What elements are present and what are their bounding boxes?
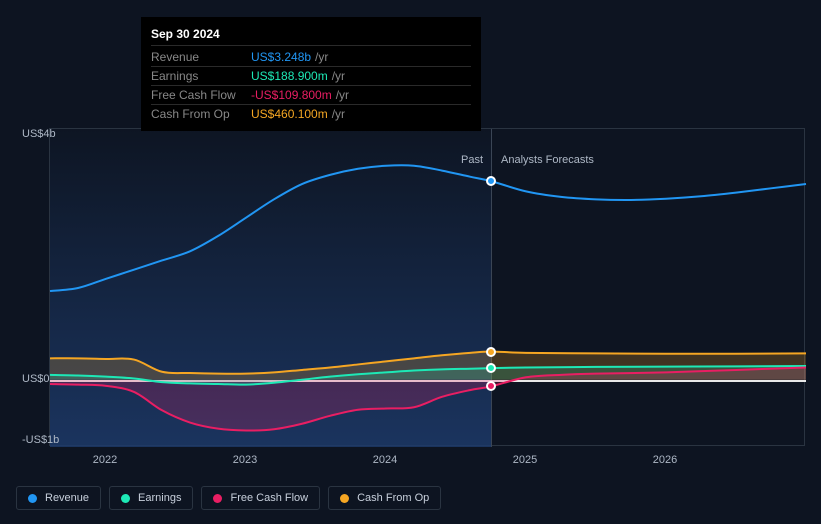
tooltip-row: Cash From OpUS$460.100m/yr: [151, 105, 471, 123]
marker-dot-revenue: [486, 176, 496, 186]
tooltip-date: Sep 30 2024: [151, 23, 471, 46]
marker-dot-earnings: [486, 363, 496, 373]
tooltip-key: Revenue: [151, 50, 251, 64]
x-axis-label: 2022: [93, 454, 117, 466]
tooltip-unit: /yr: [336, 88, 349, 102]
chart-tooltip: Sep 30 2024 RevenueUS$3.248b/yrEarningsU…: [141, 17, 481, 131]
legend-item-revenue[interactable]: Revenue: [16, 486, 101, 510]
tooltip-value: US$3.248b: [251, 50, 311, 64]
legend-item-cash_from_op[interactable]: Cash From Op: [328, 486, 441, 510]
plot-area[interactable]: Past Analysts Forecasts: [49, 128, 805, 446]
tooltip-value: US$460.100m: [251, 107, 328, 121]
x-axis-label: 2026: [653, 454, 677, 466]
legend-label: Revenue: [45, 492, 89, 504]
legend-item-earnings[interactable]: Earnings: [109, 486, 193, 510]
earnings-revenue-chart: Past Analysts Forecasts: [16, 128, 805, 446]
legend-label: Free Cash Flow: [230, 492, 308, 504]
legend-dot: [213, 494, 222, 503]
tooltip-key: Earnings: [151, 69, 251, 83]
chart-legend: Revenue Earnings Free Cash Flow Cash From O…: [16, 486, 441, 510]
marker-dot-cash_from_op: [486, 347, 496, 357]
tooltip-unit: /yr: [332, 69, 345, 83]
tooltip-unit: /yr: [315, 50, 328, 64]
tooltip-row: EarningsUS$188.900m/yr: [151, 67, 471, 86]
tooltip-key: Free Cash Flow: [151, 88, 251, 102]
tooltip-value: US$188.900m: [251, 69, 328, 83]
legend-item-free_cash_flow[interactable]: Free Cash Flow: [201, 486, 320, 510]
legend-dot: [340, 494, 349, 503]
series-line-revenue: [50, 165, 806, 291]
legend-label: Cash From Op: [357, 492, 429, 504]
tooltip-row: Free Cash Flow-US$109.800m/yr: [151, 86, 471, 105]
x-axis-label: 2024: [373, 454, 397, 466]
tooltip-unit: /yr: [332, 107, 345, 121]
legend-dot: [28, 494, 37, 503]
tooltip-key: Cash From Op: [151, 107, 251, 121]
legend-dot: [121, 494, 130, 503]
x-axis-label: 2025: [513, 454, 537, 466]
legend-label: Earnings: [138, 492, 181, 504]
chart-svg: [50, 129, 806, 447]
x-axis-label: 2023: [233, 454, 257, 466]
tooltip-value: -US$109.800m: [251, 88, 332, 102]
marker-dot-free_cash_flow: [486, 381, 496, 391]
tooltip-row: RevenueUS$3.248b/yr: [151, 48, 471, 67]
